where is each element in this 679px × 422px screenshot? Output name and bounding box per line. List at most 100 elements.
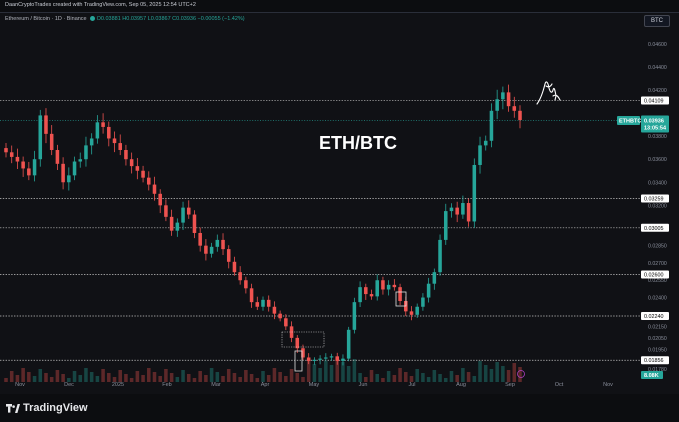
volume-bar	[27, 372, 31, 382]
time-tick-label: Nov	[15, 382, 25, 388]
horizontal-levels	[0, 100, 640, 361]
volume-bar	[232, 373, 237, 382]
candle-body	[221, 239, 225, 250]
candle-body	[375, 280, 379, 297]
candle-body	[78, 159, 83, 162]
volume-bar	[89, 372, 94, 382]
candle-body	[346, 329, 351, 359]
volume-bar	[489, 369, 494, 382]
volume-bar	[198, 371, 202, 382]
volume-bar	[192, 378, 197, 382]
candle-body	[301, 348, 305, 358]
volume-bar	[501, 366, 505, 382]
candle-body	[72, 161, 77, 176]
price-tick-label: 0.03800	[648, 134, 667, 140]
projected-path-drawing	[536, 81, 561, 105]
candle-body	[186, 207, 191, 215]
candle-body	[61, 163, 65, 183]
attribution-bar: DaanCryptoTrades created with TradingVie…	[0, 0, 679, 12]
level-value: 0.02240	[644, 314, 664, 320]
last-price-value: 0.03936	[644, 118, 664, 124]
candle-body	[392, 284, 397, 288]
candle-body	[4, 148, 8, 153]
volume-bar	[409, 376, 414, 382]
tradingview-logo-icon	[6, 403, 20, 413]
level-tag	[641, 356, 669, 365]
volume-bar	[141, 375, 145, 382]
candle-body	[107, 126, 111, 139]
compare-symbol-button[interactable]: BTC	[644, 15, 670, 27]
candle-body	[67, 175, 71, 183]
footer-bar	[0, 394, 679, 422]
candle-body	[341, 358, 345, 361]
candle-body	[232, 261, 237, 273]
candle-body	[306, 357, 311, 361]
level-tag	[641, 194, 669, 203]
ohlc-values: O0.03881 H0.03957 L0.03867 C0.03936 −0.0…	[96, 16, 245, 22]
volume-bar	[472, 376, 477, 382]
time-tick-label: Nov	[603, 382, 613, 388]
candle-body	[266, 299, 271, 307]
price-tick-label: 0.02400	[648, 296, 667, 302]
volume-bar	[483, 365, 488, 382]
candle-body	[364, 287, 368, 295]
volume-bar	[301, 377, 305, 382]
volume-bar	[369, 370, 374, 382]
volume-bar	[204, 375, 208, 382]
event-marker-icon[interactable]	[517, 370, 525, 378]
price-tags: 0.04109 0.03259 0.03005 0.02600 0.02240 0.018…	[617, 96, 669, 379]
candle-body	[409, 311, 414, 315]
time-axis: Nov Dec 2025 Feb Mar Apr May Jun Jul Aug Sep Oct Nov	[15, 382, 613, 388]
volume-bar	[272, 368, 277, 382]
candle-body	[192, 214, 197, 233]
volume-bar	[466, 372, 471, 382]
candle-body	[209, 246, 214, 254]
volume-bar	[186, 374, 191, 382]
volume-bar	[289, 369, 294, 382]
volume-bar	[415, 369, 419, 382]
candle-body	[249, 288, 254, 303]
candle-body	[27, 168, 31, 176]
volume-bar	[181, 370, 185, 382]
candle-body	[472, 164, 477, 222]
candles	[4, 84, 522, 366]
candle-body	[21, 161, 25, 169]
candle-body	[415, 306, 419, 315]
candle-body	[495, 99, 499, 111]
price-tick-label: 0.04600	[648, 42, 667, 48]
candle-body	[255, 302, 260, 307]
price-tick-label: 0.02050	[648, 336, 667, 342]
volume-bar	[147, 368, 151, 382]
candle-body	[483, 140, 488, 146]
volume-bar	[169, 373, 174, 382]
volume-bar	[518, 367, 522, 382]
candle-body	[312, 359, 317, 361]
candle-body	[324, 357, 328, 359]
price-chart[interactable]: ETH/BTC Nov Dec 2025 Feb Mar Apr May Jun Jul Aug S…	[0, 12, 679, 394]
volume-bar	[158, 376, 162, 382]
volume-bar	[101, 369, 105, 382]
time-tick-label: Dec	[64, 382, 74, 388]
volume-bar	[78, 375, 83, 382]
candle-body	[284, 318, 288, 327]
candle-body	[55, 149, 60, 164]
time-tick-label: Aug	[456, 382, 466, 388]
candle-body	[226, 249, 231, 262]
accumulation-boxes	[281, 291, 407, 372]
volume-bar	[352, 359, 357, 382]
candle-body	[101, 122, 105, 127]
candle-body	[506, 92, 511, 107]
price-tick-label: 0.04400	[648, 65, 667, 71]
volume-bar	[44, 373, 48, 382]
volume-bar	[295, 373, 300, 382]
candle-body	[147, 177, 151, 185]
candle-body	[421, 297, 425, 307]
volume-bar	[9, 371, 14, 382]
candle-body	[84, 145, 88, 160]
candle-body	[443, 211, 448, 240]
volume-bar	[506, 370, 511, 382]
price-tick-label: 0.01950	[648, 347, 667, 353]
volume-bar	[61, 374, 65, 382]
time-tick-label: Jun	[359, 382, 368, 388]
time-tick-label: 2025	[112, 382, 124, 388]
